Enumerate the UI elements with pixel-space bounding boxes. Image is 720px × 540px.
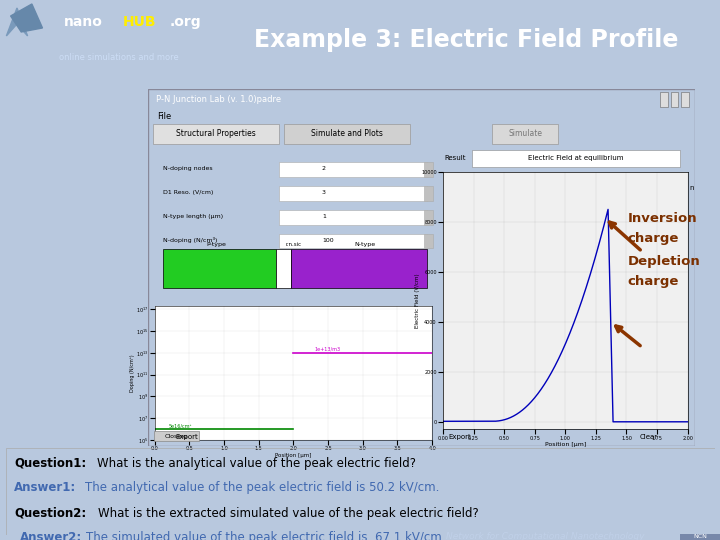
Text: Export: Export xyxy=(175,434,198,441)
Bar xyxy=(680,534,720,540)
Text: 5e16/cm³: 5e16/cm³ xyxy=(168,423,192,428)
X-axis label: Position [μm]: Position [μm] xyxy=(275,453,312,458)
Polygon shape xyxy=(6,8,27,36)
Text: What is the analytical value of the peak electric field?: What is the analytical value of the peak… xyxy=(96,457,415,470)
Text: P-type: P-type xyxy=(207,242,227,247)
Text: nano: nano xyxy=(63,15,102,29)
Text: Result: Result xyxy=(444,155,466,161)
X-axis label: Position [μm]: Position [μm] xyxy=(544,442,586,447)
Text: Export: Export xyxy=(449,434,472,441)
Text: r.n.sic: r.n.sic xyxy=(285,242,302,247)
Text: n: n xyxy=(690,185,694,191)
Text: 2: 2 xyxy=(322,166,326,171)
Text: 3: 3 xyxy=(322,190,326,195)
Text: Question2:: Question2: xyxy=(14,507,86,520)
Bar xyxy=(492,124,558,144)
Bar xyxy=(284,124,410,144)
Text: N-type length (μm): N-type length (μm) xyxy=(163,214,222,219)
Text: File: File xyxy=(158,112,171,121)
Bar xyxy=(279,210,427,225)
Text: N-doping nodes: N-doping nodes xyxy=(163,166,212,171)
Polygon shape xyxy=(11,4,42,32)
Bar xyxy=(279,233,427,248)
Bar xyxy=(291,249,427,288)
Text: The simulated value of the peak electric field is  67.1 kV/cm.: The simulated value of the peak electric… xyxy=(86,531,446,540)
Text: Question1:: Question1: xyxy=(14,457,86,470)
Bar xyxy=(276,249,291,288)
Text: Inversion: Inversion xyxy=(628,212,698,225)
Text: P-N Junction Lab (v. 1.0)padre: P-N Junction Lab (v. 1.0)padre xyxy=(156,95,281,104)
Bar xyxy=(279,186,427,201)
Y-axis label: Electric Field (V/cm): Electric Field (V/cm) xyxy=(415,273,420,328)
Text: charge: charge xyxy=(628,275,679,288)
Bar xyxy=(424,186,433,201)
Bar xyxy=(424,233,433,248)
Bar xyxy=(472,150,680,167)
Text: Answer1:: Answer1: xyxy=(14,481,76,494)
Bar xyxy=(163,249,276,288)
Text: .org: .org xyxy=(170,15,202,29)
Text: The analytical value of the peak electric field is 50.2 kV/cm.: The analytical value of the peak electri… xyxy=(85,481,440,494)
Text: Clear: Clear xyxy=(640,434,658,441)
Bar xyxy=(279,162,427,177)
Text: Depletion: Depletion xyxy=(628,255,701,268)
Text: Structural Properties: Structural Properties xyxy=(176,130,256,138)
Text: HUB: HUB xyxy=(123,15,157,29)
Text: 100: 100 xyxy=(322,238,333,242)
Y-axis label: Doping (N/cm³): Doping (N/cm³) xyxy=(130,354,135,392)
Bar xyxy=(424,162,433,177)
Text: Network for Computational Nanotechnology: Network for Computational Nanotechnology xyxy=(446,532,645,540)
Bar xyxy=(681,92,689,106)
Text: Example 3: Electric Field Profile: Example 3: Electric Field Profile xyxy=(254,28,678,52)
Text: 1e+13/m3: 1e+13/m3 xyxy=(314,347,341,352)
Bar xyxy=(154,431,199,442)
Text: Simulate and Plots: Simulate and Plots xyxy=(311,130,383,138)
Text: online simulations and more: online simulations and more xyxy=(60,53,179,62)
Text: What is the extracted simulated value of the peak electric field?: What is the extracted simulated value of… xyxy=(98,507,479,520)
Text: NCN: NCN xyxy=(693,534,707,539)
Bar xyxy=(660,92,668,106)
Text: N-doping (N/cm³): N-doping (N/cm³) xyxy=(163,237,217,243)
Text: 1: 1 xyxy=(322,214,326,219)
Bar xyxy=(153,124,279,144)
Text: charge: charge xyxy=(628,232,679,245)
Text: Answer2:: Answer2: xyxy=(20,531,82,540)
Text: Closing: Closing xyxy=(165,434,188,438)
Bar xyxy=(671,92,678,106)
Text: N-type: N-type xyxy=(354,242,375,247)
Text: Electric Field at equilibrium: Electric Field at equilibrium xyxy=(528,155,624,161)
Bar xyxy=(424,210,433,225)
Text: D1 Reso. (V/cm): D1 Reso. (V/cm) xyxy=(163,190,213,195)
Text: Simulate: Simulate xyxy=(508,130,542,138)
